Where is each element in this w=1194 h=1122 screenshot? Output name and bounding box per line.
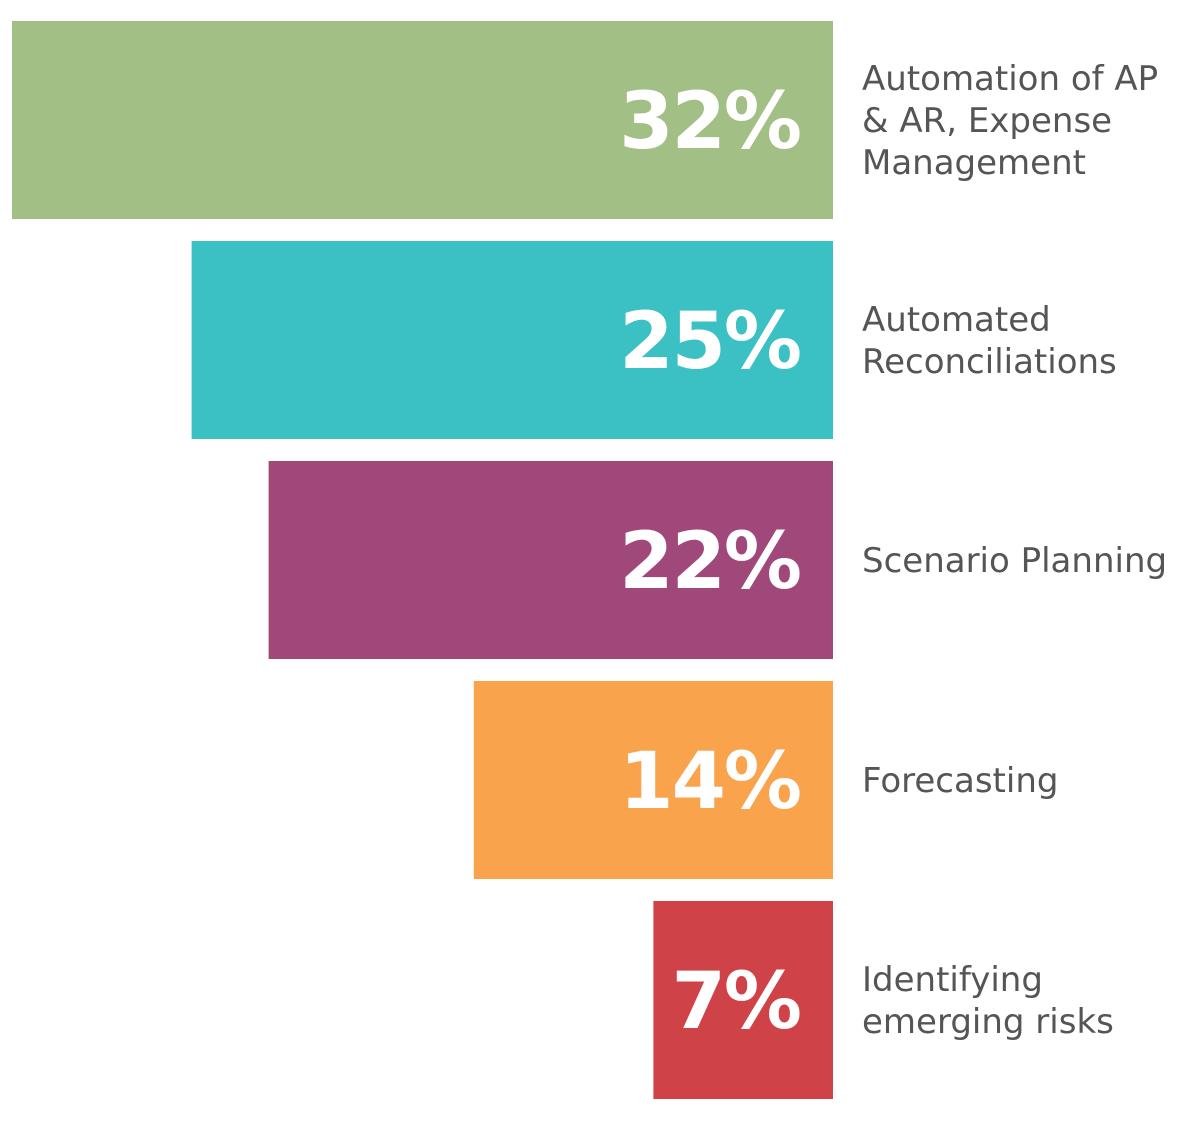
category-label-line: Forecasting	[862, 761, 1058, 801]
bar-3	[268, 461, 834, 659]
bar-2	[191, 241, 834, 439]
bar-value-label-1: 32%	[619, 77, 800, 167]
bar-5	[653, 901, 833, 1099]
category-label-line: Reconciliations	[862, 342, 1117, 382]
category-label-3: Scenario Planning	[862, 541, 1167, 581]
category-label-4: Forecasting	[862, 761, 1058, 801]
category-label-1: Automation of AP & AR, Expense Management	[862, 59, 1158, 183]
category-label-line: Automation of AP	[862, 59, 1158, 99]
category-label-line: & AR, Expense	[862, 101, 1112, 141]
bar-value-label-2: 25%	[619, 297, 800, 387]
bar-1	[12, 21, 833, 219]
category-label-2: Automated Reconciliations	[862, 300, 1117, 382]
bar-4	[473, 681, 833, 879]
category-label-line: Scenario Planning	[862, 541, 1167, 581]
bar-value-label-3: 22%	[619, 517, 800, 607]
category-label-5: Identifying emerging risks	[862, 960, 1114, 1042]
category-label-line: Identifying	[862, 960, 1043, 1000]
category-label-line: emerging risks	[862, 1002, 1114, 1042]
bar-value-label-4: 14%	[619, 737, 800, 827]
bar-value-label-5: 7%	[672, 957, 800, 1047]
category-label-line: Automated	[862, 300, 1051, 340]
category-label-line: Management	[862, 143, 1086, 183]
